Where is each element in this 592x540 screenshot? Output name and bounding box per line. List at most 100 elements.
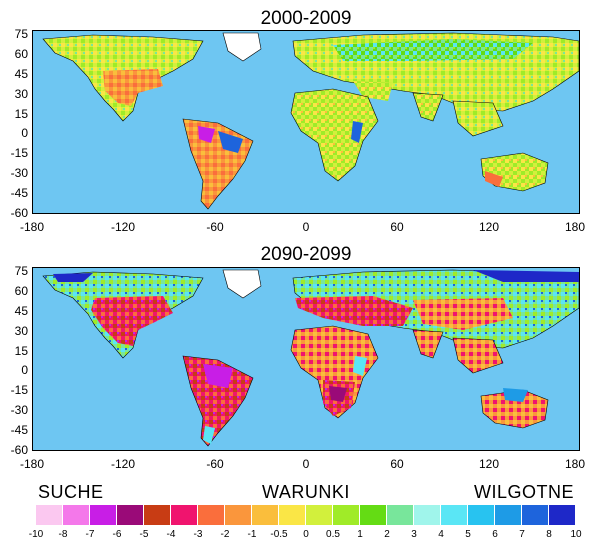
color-scale-cell bbox=[387, 505, 414, 525]
europe-dry-band bbox=[295, 296, 413, 326]
panel2-x-tick: 180 bbox=[564, 457, 586, 471]
panel1-y-tick: -60 bbox=[10, 206, 28, 220]
north-canada-wet bbox=[53, 273, 93, 282]
color-scale-tick-label: 5 bbox=[465, 529, 471, 540]
south-asia-land-future bbox=[412, 329, 444, 359]
panel2-y-tick: 60 bbox=[14, 284, 28, 298]
color-scale-tick-label: 1 bbox=[357, 529, 363, 540]
south-asia-land bbox=[412, 92, 444, 122]
panel2-y-tick: -30 bbox=[10, 403, 28, 417]
color-scale-cell bbox=[441, 505, 468, 525]
color-scale-cell bbox=[36, 505, 63, 525]
south-america-pink bbox=[203, 364, 233, 388]
panel2-y-tick: 75 bbox=[14, 264, 28, 278]
color-scale-tick-label: -4 bbox=[166, 529, 176, 540]
color-scale-tick-label: -1 bbox=[247, 529, 257, 540]
color-scale-cell bbox=[225, 505, 252, 525]
panel1-y-tick: 0 bbox=[21, 126, 28, 140]
color-scale-tick-label: -7 bbox=[85, 529, 95, 540]
panel1-y-tick: -30 bbox=[10, 166, 28, 180]
color-scale-cell bbox=[333, 505, 360, 525]
color-scale-cell bbox=[90, 505, 117, 525]
panel2-x-tick: 60 bbox=[390, 457, 404, 471]
south-america-land-future bbox=[182, 355, 254, 447]
panel1-y-tick: -45 bbox=[10, 186, 28, 200]
color-scale-tick-label: -2 bbox=[220, 529, 230, 540]
panel2-x-tick: 120 bbox=[478, 457, 500, 471]
color-scale-tick-label: 6 bbox=[492, 529, 498, 540]
south-america-land bbox=[182, 118, 254, 210]
africa-land bbox=[290, 88, 379, 182]
panel2-y-tick: 0 bbox=[21, 363, 28, 377]
panel2-y-tick: 15 bbox=[14, 344, 28, 358]
panel1-x-tick: 0 bbox=[302, 220, 310, 234]
scale-label-wet: WILGOTNE bbox=[474, 482, 575, 502]
panel2-x-tick: -120 bbox=[110, 457, 136, 471]
patagonia-cool bbox=[203, 426, 215, 444]
southeast-asia-land bbox=[452, 100, 504, 137]
amazon-wet-region bbox=[218, 131, 243, 153]
color-scale-cell bbox=[522, 505, 549, 525]
greenland-land bbox=[222, 32, 262, 62]
map-2000-2009-svg bbox=[42, 32, 579, 210]
color-scale-cell bbox=[198, 505, 225, 525]
panel2-y-tick: -60 bbox=[10, 443, 28, 457]
color-scale-bar bbox=[36, 505, 576, 525]
color-scale-tick-label: 3 bbox=[411, 529, 417, 540]
panel1-y-tick: 30 bbox=[14, 87, 28, 101]
central-asia-mid bbox=[413, 298, 513, 330]
siberia-wet bbox=[473, 270, 579, 282]
color-scale-cell bbox=[144, 505, 171, 525]
panel1-x-tick: -60 bbox=[206, 220, 224, 234]
scale-label-dry: SUCHE bbox=[38, 482, 104, 502]
panel2-y-tick: -45 bbox=[10, 423, 28, 437]
color-scale-tick-label: -0.5 bbox=[270, 529, 288, 540]
scale-label-conditions: WARUNKI bbox=[262, 482, 350, 502]
color-scale-tick-label: -6 bbox=[112, 529, 122, 540]
panel1-x-tick: 120 bbox=[478, 220, 500, 234]
southeast-asia-land-future bbox=[452, 337, 504, 374]
color-scale-cell bbox=[495, 505, 522, 525]
panel2-x-tick: -60 bbox=[206, 457, 224, 471]
color-scale-cell bbox=[279, 505, 306, 525]
color-scale-tick-label: -3 bbox=[193, 529, 203, 540]
panel1-y-tick: 15 bbox=[14, 107, 28, 121]
panel2-y-tick: 30 bbox=[14, 324, 28, 338]
panel2-x-tick: -180 bbox=[19, 457, 45, 471]
amazon-pink bbox=[198, 126, 215, 143]
panel2-y-tick: 45 bbox=[14, 304, 28, 318]
panel1-y-tick: 45 bbox=[14, 67, 28, 81]
us-dry-region bbox=[103, 69, 163, 106]
color-scale-tick-label: 7 bbox=[519, 529, 525, 540]
map-2090-2099 bbox=[32, 267, 580, 451]
africa-land-future bbox=[290, 325, 379, 419]
east-africa-wet-future bbox=[353, 356, 367, 376]
map-2090-2099-svg bbox=[42, 269, 579, 447]
color-scale-tick-label: 10 bbox=[570, 529, 582, 540]
greenland-land-future bbox=[222, 269, 262, 299]
south-africa-purple bbox=[329, 386, 347, 402]
color-scale-cell bbox=[549, 505, 576, 525]
color-scale-tick-label: -5 bbox=[139, 529, 149, 540]
color-scale-tick-label: 0.5 bbox=[326, 529, 340, 540]
color-scale-tick-label: 8 bbox=[546, 529, 552, 540]
panel1-y-tick: 75 bbox=[14, 27, 28, 41]
panel1-x-tick: 180 bbox=[564, 220, 586, 234]
panel2-x-tick: 0 bbox=[302, 457, 310, 471]
panel1-y-tick: -15 bbox=[10, 146, 28, 160]
east-africa-wet bbox=[351, 121, 363, 143]
panel1-y-tick: 60 bbox=[14, 47, 28, 61]
panel1-x-tick: -180 bbox=[19, 220, 45, 234]
map-2000-2009 bbox=[32, 30, 580, 214]
color-scale-cell bbox=[414, 505, 441, 525]
color-scale-tick-label: 4 bbox=[438, 529, 444, 540]
color-scale-cell bbox=[252, 505, 279, 525]
australia-land bbox=[480, 152, 549, 192]
color-scale-cell bbox=[117, 505, 144, 525]
us-hot-region bbox=[91, 296, 173, 346]
color-scale-cell bbox=[468, 505, 495, 525]
color-scale-tick-label: -8 bbox=[58, 529, 68, 540]
color-scale-tick-label: 2 bbox=[384, 529, 390, 540]
panel-title-2090-2099: 2090-2099 bbox=[260, 244, 352, 265]
color-scale-tick-label: -10 bbox=[28, 529, 44, 540]
